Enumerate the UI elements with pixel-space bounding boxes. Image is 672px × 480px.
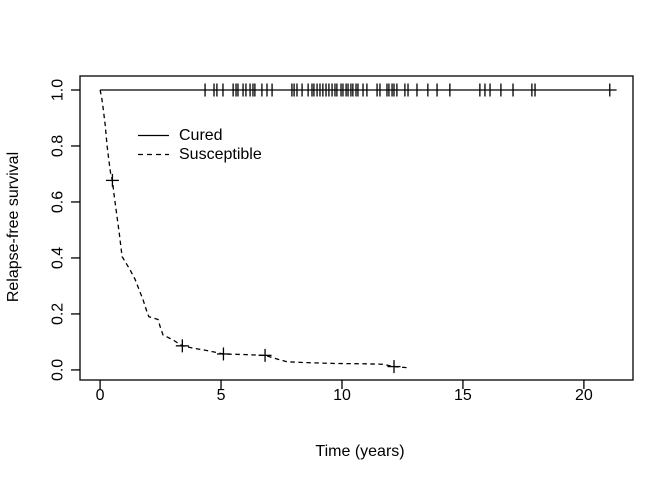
- y-tick-label: 0.0: [50, 359, 67, 381]
- legend: Cured Susceptible: [138, 126, 262, 164]
- legend-item-susceptible: Susceptible: [138, 145, 262, 164]
- susceptible-line-sample: [138, 153, 169, 156]
- susceptible-curve: [99, 89, 408, 369]
- x-tick-label: 5: [217, 387, 226, 404]
- x-tick-label: 20: [575, 387, 593, 404]
- x-axis-title: Time (years): [315, 443, 405, 460]
- legend-label-susceptible: Susceptible: [179, 146, 262, 163]
- y-tick-label: 0.8: [50, 135, 67, 157]
- x-tick-label: 0: [96, 387, 105, 404]
- y-tick-label: 1.0: [50, 79, 67, 101]
- legend-item-cured: Cured: [138, 126, 262, 145]
- legend-label-cured: Cured: [179, 127, 223, 144]
- y-axis-title: Relapse-free survival: [5, 151, 22, 303]
- x-tick-label: 15: [454, 387, 472, 404]
- cured-line-sample: [138, 134, 169, 137]
- plot-box: [79, 75, 634, 381]
- y-tick-label: 0.6: [50, 191, 67, 213]
- y-tick-label: 0.2: [50, 303, 67, 325]
- x-tick-label: 10: [333, 387, 351, 404]
- y-tick-label: 0.4: [50, 247, 67, 269]
